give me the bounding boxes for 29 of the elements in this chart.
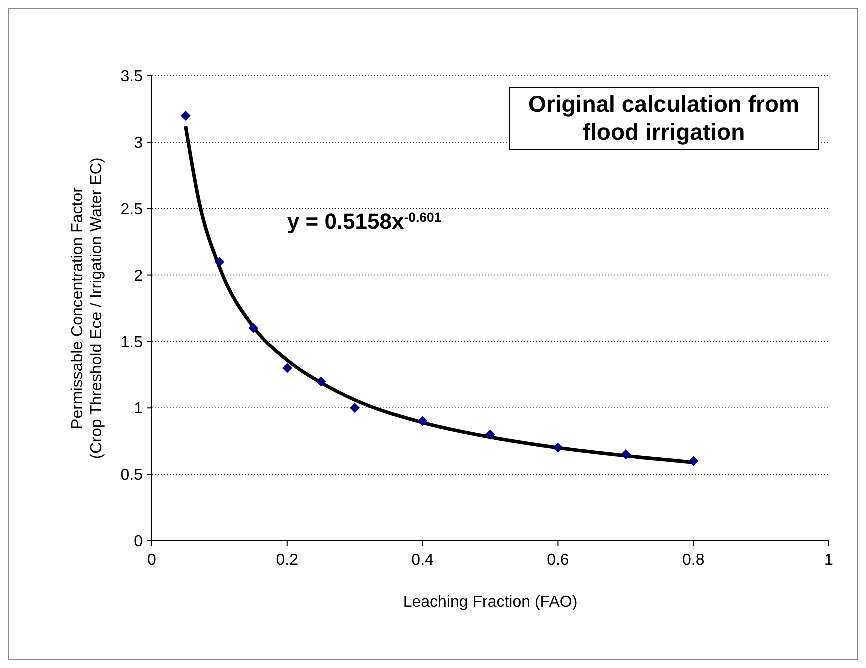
point [620, 450, 631, 460]
x-tick-label: 0.4 [412, 552, 434, 569]
x-axis-title: Leaching Fraction (FAO) [403, 594, 578, 611]
y-tick-label: 1.5 [120, 334, 144, 352]
y-tick-label: 2 [134, 268, 144, 285]
x-tick-label: 0.8 [682, 552, 705, 569]
y-tick-label: 1 [134, 400, 144, 418]
point [418, 416, 428, 426]
y-tick-label: 3.5 [120, 68, 144, 86]
y-axis-title: Permissable Concentration Factor (Crop Threshold Ece / Irrigation Water EC) [70, 158, 106, 460]
x-tick-label: 1 [824, 552, 834, 569]
point [214, 257, 225, 267]
y-tick-label: 0 [134, 534, 144, 551]
point [486, 430, 496, 440]
annotation: y = 0.5158x$^{-0.601}$ [287, 208, 442, 234]
y-tick-label: 0.5 [120, 467, 144, 484]
point [553, 443, 564, 453]
point [316, 376, 326, 387]
point [282, 363, 292, 374]
point [248, 323, 259, 334]
y-tick-label: 3 [134, 135, 144, 152]
text: Original calculation from flood irrigation [528, 91, 800, 145]
point [350, 403, 360, 414]
y-tick-label: 2.5 [120, 201, 144, 218]
point [688, 456, 699, 466]
x-tick-label: 0.6 [547, 552, 570, 569]
point [180, 110, 191, 121]
x-tick-label: 0.2 [276, 552, 299, 569]
x-tick-label: 0 [148, 552, 157, 569]
